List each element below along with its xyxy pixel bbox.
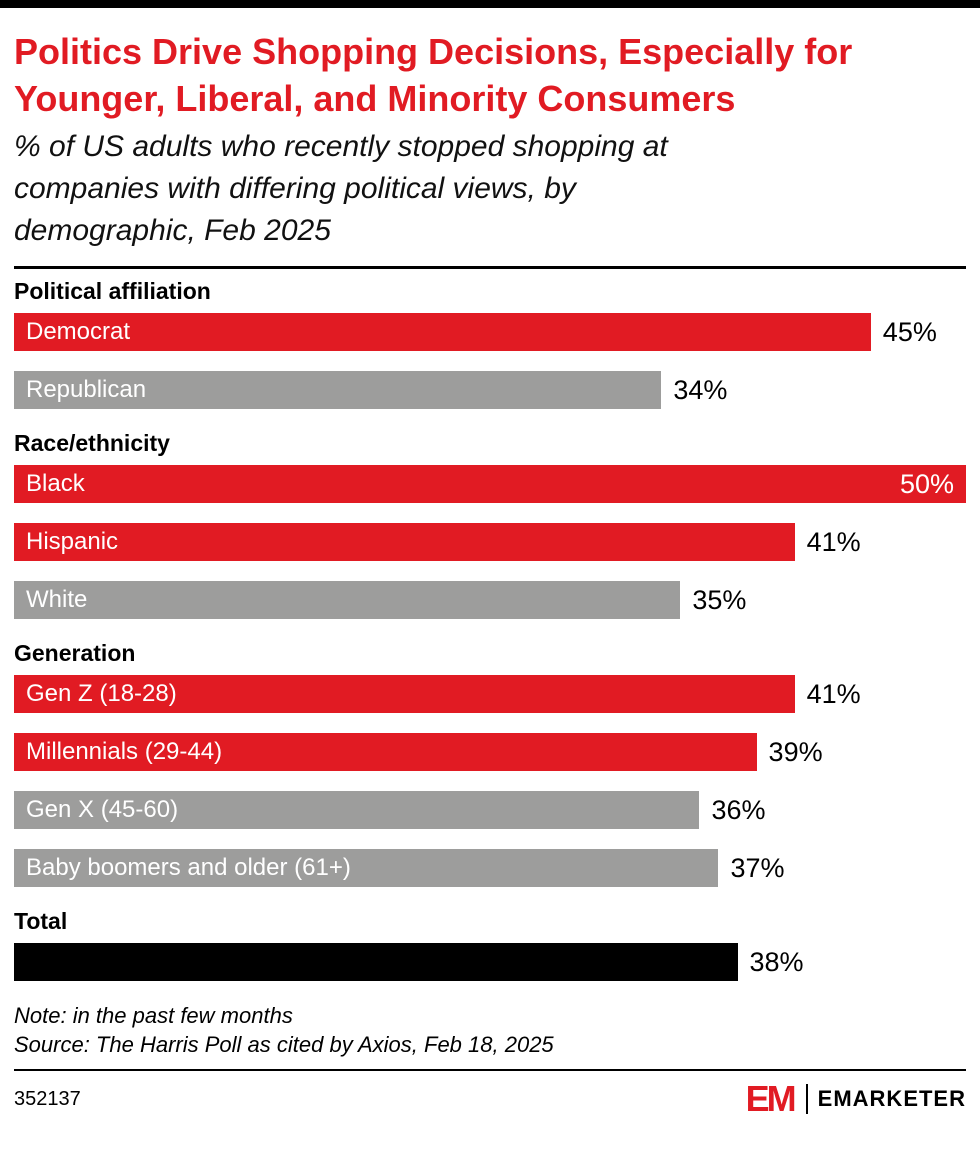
bar-value: 34% — [673, 374, 728, 405]
bar-value: 41% — [806, 526, 861, 557]
bar-value: 50% — [899, 468, 954, 499]
bar-republican: Republican — [14, 371, 662, 409]
bar-label: Democrat — [26, 318, 131, 345]
bar-value: 37% — [730, 852, 785, 883]
bar-white: White — [14, 581, 681, 619]
bar-label: Millennials (29-44) — [26, 738, 223, 765]
chart-page: Politics Drive Shopping Decisions, Espec… — [0, 0, 980, 1117]
bar-millennials-29-44: Millennials (29-44) — [14, 733, 757, 771]
bar-value: 36% — [711, 794, 766, 825]
bar-value: 45% — [882, 316, 937, 347]
logo-divider — [805, 1084, 808, 1114]
bar-label: White — [26, 586, 88, 613]
group-label: Generation — [14, 640, 136, 666]
bar-value: 41% — [806, 678, 861, 709]
emarketer-logo-mark-icon: EM — [745, 1078, 797, 1119]
chart-subtitle-line-3: demographic, Feb 2025 — [14, 214, 331, 247]
bar-label: Republican — [26, 376, 147, 403]
bar-label: Gen Z (18-28) — [26, 680, 177, 707]
chart-group-total: Total 38% — [14, 907, 966, 981]
bar-row-white: White 35% — [14, 581, 966, 619]
bar-gen-z-18-28: Gen Z (18-28) — [14, 675, 795, 713]
bar-value: 39% — [768, 736, 823, 767]
emarketer-logo: EM EMARKETER — [746, 1081, 966, 1117]
chart-note: Note: in the past few months — [14, 1003, 293, 1028]
bar-row-gen-z-18-28: Gen Z (18-28) 41% — [14, 675, 966, 713]
bar-row-hispanic: Hispanic 41% — [14, 523, 966, 561]
chart-subtitle-line-1: % of US adults who recently stopped shop… — [14, 130, 668, 163]
bar-row-baby-boomers-and-older-61: Baby boomers and older (61+) 37% — [14, 849, 966, 887]
bar-row-millennials-29-44: Millennials (29-44) 39% — [14, 733, 966, 771]
chart-groups: Political affiliation Democrat 45% Republic… — [14, 277, 966, 981]
chart-title: Politics Drive Shopping Decisions, Espec… — [14, 28, 966, 122]
bar-row-republican: Republican 34% — [14, 371, 966, 409]
chart-group-race-ethnicity: Race/ethnicity Black 50% Hispanic 41% White 35… — [14, 429, 966, 619]
bar-hispanic: Hispanic — [14, 523, 795, 561]
top-band — [0, 0, 980, 8]
bar-label: Black — [26, 470, 85, 497]
bar-row-black: Black 50% — [14, 465, 966, 503]
bar-row-gen-x-45-60: Gen X (45-60) 36% — [14, 791, 966, 829]
chart-group-political-affiliation: Political affiliation Democrat 45% Republic… — [14, 277, 966, 409]
chart-id: 352137 — [14, 1087, 81, 1110]
group-label: Political affiliation — [14, 278, 211, 304]
bar-black: Black 50% — [14, 465, 966, 503]
chart-group-generation: Generation Gen Z (18-28) 41% Millennials (2… — [14, 639, 966, 887]
chart-subtitle-line-2: companies with differing political views… — [14, 172, 576, 205]
chart-footer: 352137 EM EMARKETER — [14, 1069, 966, 1117]
bar-row-democrat: Democrat 45% — [14, 313, 966, 351]
header-divider — [14, 266, 966, 269]
emarketer-logo-text: EMARKETER — [817, 1086, 966, 1111]
bar-value: 38% — [749, 946, 804, 977]
group-label: Race/ethnicity — [14, 430, 170, 456]
bar-value: 35% — [692, 584, 747, 615]
chart-notes: Note: in the past few months Source: The… — [14, 1001, 966, 1059]
group-label: Total — [14, 908, 68, 934]
bar-baby-boomers-and-older-61: Baby boomers and older (61+) — [14, 849, 719, 887]
chart-title-line-1: Politics Drive Shopping Decisions, Espec… — [14, 31, 853, 72]
chart-title-line-2: Younger, Liberal, and Minority Consumers — [14, 78, 736, 119]
chart-content: Politics Drive Shopping Decisions, Espec… — [0, 8, 980, 1117]
bar-gen-x-45-60: Gen X (45-60) — [14, 791, 700, 829]
bar-democrat: Democrat — [14, 313, 871, 351]
chart-subtitle: % of US adults who recently stopped shop… — [14, 126, 966, 252]
bar-label: Gen X (45-60) — [26, 796, 179, 823]
bar-label: Baby boomers and older (61+) — [26, 854, 351, 881]
chart-source: Source: The Harris Poll as cited by Axio… — [14, 1032, 554, 1057]
bar-label: Hispanic — [26, 528, 119, 555]
bar-row-total: 38% — [14, 943, 966, 981]
bar-total — [14, 943, 738, 981]
